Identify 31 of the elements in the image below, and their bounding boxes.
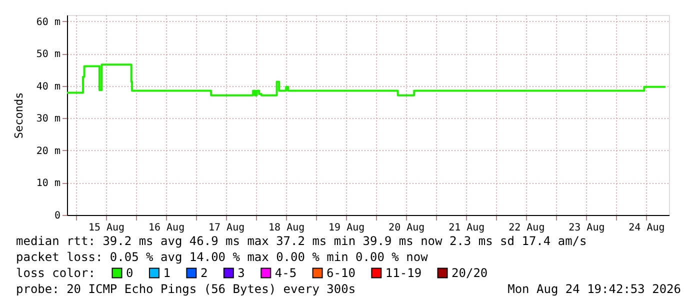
x-tick-label: 23 Aug	[568, 222, 605, 234]
x-tick-label: 18 Aug	[268, 222, 305, 234]
x-tick-label: 20 Aug	[388, 222, 425, 234]
y-tick-label: 40 m	[36, 81, 60, 92]
x-tick-label: 17 Aug	[208, 222, 245, 234]
text: Mon Aug 24 19:42:53 2026	[508, 282, 681, 296]
legend-label: 6-10	[326, 266, 356, 280]
legend-label: 2	[200, 266, 208, 280]
x-tick-label: 16 Aug	[148, 222, 185, 234]
x-tick-label: 19 Aug	[328, 222, 365, 234]
y-tick-label: 50 m	[36, 49, 60, 60]
text: probe: 20 ICMP Echo Pings (56 Bytes) every 300s	[16, 282, 356, 296]
x-tick-label: 21 Aug	[448, 222, 485, 234]
text: median rtt: 39.2 ms avg 46.9 ms max 37.2 ms min 39.9 ms now 2.3 ms sd 17.4 am/s	[16, 234, 587, 248]
text: packet loss: 0.05 % avg 14.00 % max 0.00 % min 0.00 % now	[16, 250, 429, 264]
legend-label: 1	[163, 266, 170, 280]
legend-label: 20/20	[452, 266, 488, 280]
legend-label: 11-19	[385, 266, 422, 280]
y-axis-title: Seconds	[12, 92, 26, 139]
y-tick-label: 20 m	[36, 146, 60, 157]
y-tick-label: 10 m	[36, 178, 60, 190]
x-tick-label: 22 Aug	[508, 222, 545, 234]
y-tick-label: 60 m	[36, 16, 60, 28]
x-tick-label: 24 Aug	[628, 222, 665, 234]
legend-label: 0	[126, 266, 134, 280]
legend-label: 4-5	[274, 266, 297, 280]
legend-title: loss color:	[16, 266, 96, 280]
y-tick-label: 30 m	[36, 114, 60, 125]
y-tick-label: 0	[54, 210, 60, 222]
legend-label: 3	[238, 266, 245, 280]
x-tick-label: 15 Aug	[88, 222, 125, 234]
